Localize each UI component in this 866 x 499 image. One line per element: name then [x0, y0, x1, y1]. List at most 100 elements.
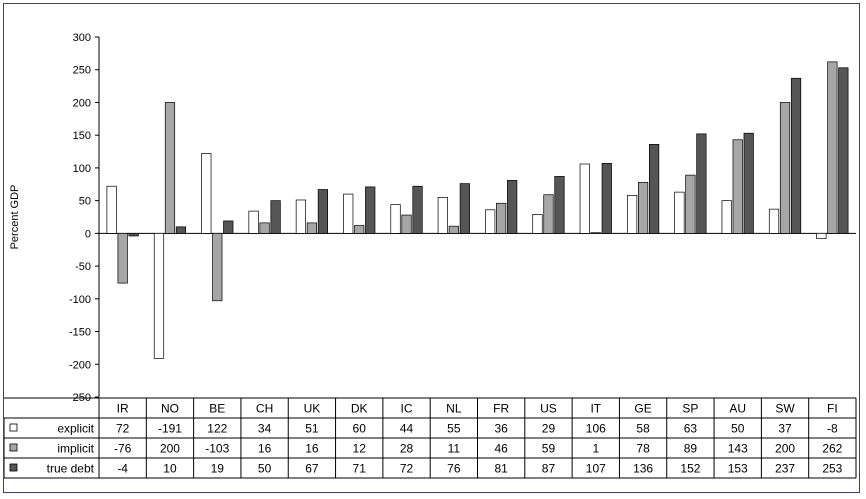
data-label: 136: [633, 462, 653, 476]
category-label: IR: [117, 402, 129, 416]
y-tick-label: 300: [73, 32, 91, 44]
data-label: 72: [116, 422, 130, 436]
bar: [412, 185, 423, 234]
bar: [674, 191, 685, 234]
category-label: CH: [256, 402, 273, 416]
bar: [554, 176, 565, 234]
bar: [579, 163, 590, 234]
category-label: BE: [209, 402, 225, 416]
data-label: 60: [353, 422, 367, 436]
y-tick-label: 50: [79, 196, 91, 208]
bar: [365, 186, 376, 234]
category-label: FR: [493, 402, 509, 416]
bar: [637, 181, 649, 234]
bar: [164, 102, 176, 234]
data-label: 51: [305, 422, 319, 436]
data-label: -103: [205, 442, 229, 456]
category-label: FI: [827, 402, 838, 416]
bar: [743, 132, 754, 234]
bar: [448, 225, 459, 234]
data-label: 87: [542, 462, 556, 476]
data-label: 37: [778, 422, 792, 436]
bar: [790, 77, 802, 234]
data-label: 262: [822, 442, 842, 456]
data-label: -8: [827, 422, 838, 436]
bar: [306, 222, 318, 234]
bar: [128, 233, 139, 237]
bar: [532, 214, 543, 234]
data-label: 76: [447, 462, 461, 476]
chart-frame: 300 250 200 150 100 50 0 -50 -100 -150 -200 -250 Pe…: [3, 3, 860, 493]
data-label: 200: [775, 442, 795, 456]
data-label: 63: [684, 422, 698, 436]
data-label: 1: [592, 442, 599, 456]
data-label: 50: [258, 462, 272, 476]
data-label: -4: [117, 462, 128, 476]
y-tick-label: -200: [69, 359, 91, 371]
data-label: 29: [542, 422, 556, 436]
category-label: IT: [590, 402, 601, 416]
y-tick-label: 250: [73, 65, 91, 77]
data-label: 200: [160, 442, 180, 456]
data-label: -76: [114, 442, 132, 456]
category-label: NO: [161, 402, 179, 416]
bar: [768, 208, 780, 234]
data-label: 44: [400, 422, 414, 436]
data-label: 81: [494, 462, 508, 476]
legend-swatch: [9, 423, 18, 432]
bar: [354, 225, 365, 234]
category-label: UK: [304, 402, 321, 416]
data-label: 12: [353, 442, 367, 456]
bar: [685, 174, 696, 234]
y-tick-label: 150: [73, 130, 91, 142]
bar: [626, 195, 638, 234]
bar: [838, 67, 849, 234]
legend-swatch: [9, 443, 18, 452]
y-tick-label: 0: [85, 228, 91, 240]
bar: [153, 233, 165, 359]
bar: [459, 183, 470, 234]
bar: [390, 204, 401, 234]
data-label: 10: [163, 462, 177, 476]
bar: [732, 139, 743, 234]
bar: [343, 193, 354, 234]
legend-label: implicit: [57, 442, 94, 456]
data-label: 34: [258, 422, 272, 436]
y-tick-label: -100: [69, 294, 91, 306]
bar: [223, 220, 234, 234]
data-label: 46: [494, 442, 508, 456]
category-label: DK: [351, 402, 368, 416]
data-label: 36: [494, 422, 508, 436]
data-label: 28: [400, 442, 414, 456]
data-label: 122: [207, 422, 227, 436]
bar: [117, 233, 128, 284]
data-label: -191: [158, 422, 182, 436]
category-label: NL: [446, 402, 462, 416]
bar: [779, 102, 791, 234]
data-label: 50: [731, 422, 745, 436]
bar: [248, 210, 259, 234]
data-label: 67: [305, 462, 319, 476]
data-label: 78: [636, 442, 650, 456]
bar: [485, 209, 496, 234]
data-label: 19: [211, 462, 225, 476]
category-label: AU: [729, 402, 746, 416]
data-label: 16: [305, 442, 319, 456]
bar: [295, 199, 307, 234]
data-label: 11: [448, 442, 461, 456]
y-axis-label: Percent GDP: [9, 185, 21, 250]
bar: [601, 162, 612, 234]
category-label: GE: [634, 402, 651, 416]
y-tick-label: -50: [75, 261, 91, 273]
bar: [437, 197, 448, 234]
data-label: 152: [680, 462, 700, 476]
data-table: IR NO BE CH UK DK IC NL FR US IT GE SP AU SW FI explicit…: [4, 397, 857, 479]
legend-swatch: [9, 463, 18, 472]
data-label: 153: [728, 462, 748, 476]
bar: [543, 194, 554, 234]
data-label: 58: [636, 422, 650, 436]
data-label: 107: [586, 462, 606, 476]
bar: [816, 233, 827, 239]
category-label: US: [540, 402, 557, 416]
